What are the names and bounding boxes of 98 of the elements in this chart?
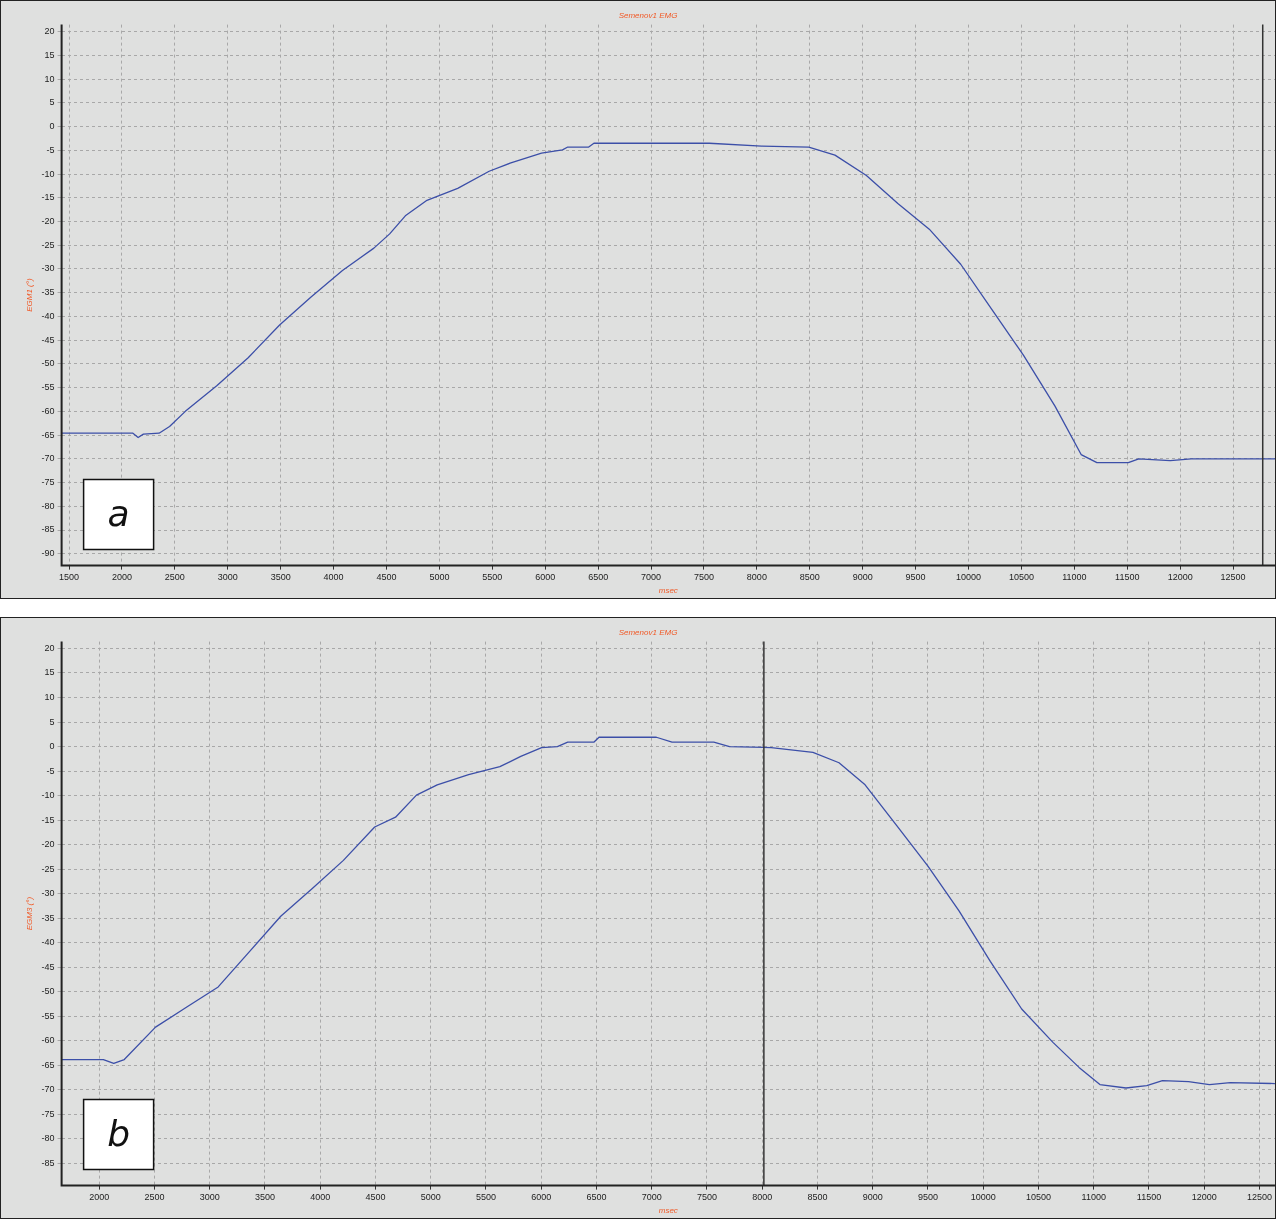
x-tick-label: 7000 [641,572,662,583]
x-tick-label: 3500 [254,1192,275,1203]
x-tick-label: 11500 [1136,1192,1162,1203]
y-tick-label: -65 [41,1059,55,1070]
y-tick-label: -85 [41,1158,55,1169]
x-tick-label: 5500 [475,1192,496,1203]
y-tick-label: -15 [41,192,55,203]
x-tick-label: 2000 [111,572,132,583]
y-tick-label: -20 [41,216,55,227]
x-tick-label: 10000 [970,1192,996,1203]
x-tick-label: 10500 [1025,1192,1051,1203]
y-tick-label: -75 [41,1108,55,1119]
y-tick-label: -10 [41,790,55,801]
y-tick-label: -55 [41,382,55,393]
y-tick-label: -5 [46,144,55,155]
y-axis-title: EGM3 (°) [25,896,35,931]
x-tick-label: 9000 [862,1192,883,1203]
x-tick-label: 9000 [852,572,873,583]
x-tick-label: 8500 [799,572,820,583]
y-tick-label: -50 [41,986,55,997]
x-tick-label: 10500 [1008,572,1034,583]
y-tick-label: 20 [44,26,55,37]
y-tick-label: 15 [44,667,55,678]
x-tick-label: 11500 [1115,572,1140,583]
y-tick-label: -75 [41,477,55,488]
y-tick-label: -10 [41,168,55,179]
x-tick-label: 11000 [1081,1192,1106,1203]
x-tick-label: 9500 [917,1192,938,1203]
x-tick-label: 8000 [746,572,767,583]
annotation: b [107,1112,131,1154]
x-tick-label: 1500 [59,572,80,583]
y-axis-title: EGM1 (°) [25,278,35,312]
x-tick-label: 5000 [420,1192,441,1203]
y-tick-label: -20 [41,839,55,850]
y-tick-label: -25 [41,239,55,250]
x-tick-label: 9500 [905,572,926,583]
annotation: a [107,492,130,534]
y-tick-label: -70 [41,1084,55,1095]
y-tick-label: -5 [46,765,55,776]
x-tick-label: 3000 [199,1192,220,1203]
x-tick-label: 12500 [1220,572,1246,583]
x-axis-title: msec [658,1206,678,1216]
x-tick-label: 7500 [696,1192,717,1203]
x-tick-label: 3500 [270,572,291,583]
y-tick-label: -30 [41,263,55,274]
x-tick-label: 2000 [89,1192,110,1203]
x-tick-label: 4500 [376,572,397,583]
x-tick-label: 6500 [586,1192,607,1203]
y-tick-label: -90 [41,548,55,559]
y-tick-label: -60 [41,1035,55,1046]
x-tick-label: 2500 [164,572,185,583]
x-tick-label: 6500 [588,572,609,583]
y-tick-label: 10 [44,692,55,703]
x-tick-label: 7500 [693,572,714,583]
y-tick-label: -60 [41,405,55,416]
y-tick-label: -45 [41,961,55,972]
x-tick-label: 5000 [429,572,450,583]
y-tick-label: -55 [41,1010,55,1021]
x-tick-label: 12000 [1191,1192,1217,1203]
y-tick-label: -70 [41,453,55,464]
y-tick-label: -50 [41,358,55,369]
y-tick-label: -65 [41,429,55,440]
x-tick-label: 3000 [217,572,238,583]
y-tick-label: -15 [41,814,55,825]
y-tick-label: -85 [41,524,55,535]
y-tick-label: -35 [41,912,55,923]
x-tick-label: 6000 [535,572,556,583]
y-tick-label: 0 [49,121,55,132]
y-tick-label: -80 [41,1133,55,1144]
x-tick-label: 4000 [323,572,344,583]
x-axis-title: msec [658,586,678,596]
y-tick-label: -80 [41,500,55,511]
x-tick-label: 8000 [752,1192,773,1203]
x-tick-label: 2500 [144,1192,165,1203]
y-tick-label: 20 [44,642,55,653]
x-tick-label: 12000 [1167,572,1193,583]
x-tick-label: 11000 [1062,572,1087,583]
y-tick-label: 15 [44,49,55,60]
y-tick-label: -40 [41,937,55,948]
y-tick-label: -45 [41,334,55,345]
x-tick-label: 4000 [310,1192,331,1203]
y-tick-label: 0 [49,741,55,752]
x-tick-label: 8500 [807,1192,828,1203]
y-tick-label: -25 [41,863,55,874]
y-tick-label: 5 [49,716,55,727]
y-tick-label: 5 [49,97,55,108]
y-tick-label: -35 [41,287,55,298]
x-tick-label: 12500 [1246,1192,1272,1203]
x-tick-label: 4500 [365,1192,386,1203]
y-tick-label: -30 [41,888,55,899]
chart-title: Semenov1 EMG [618,628,678,638]
x-tick-label: 5500 [482,572,503,583]
y-tick-label: -40 [41,310,55,321]
chart-title: Semenov1 EMG [618,11,678,21]
x-tick-label: 7000 [641,1192,662,1203]
y-tick-label: 10 [44,73,55,84]
x-tick-label: 10000 [956,572,982,583]
x-tick-label: 6000 [531,1192,552,1203]
